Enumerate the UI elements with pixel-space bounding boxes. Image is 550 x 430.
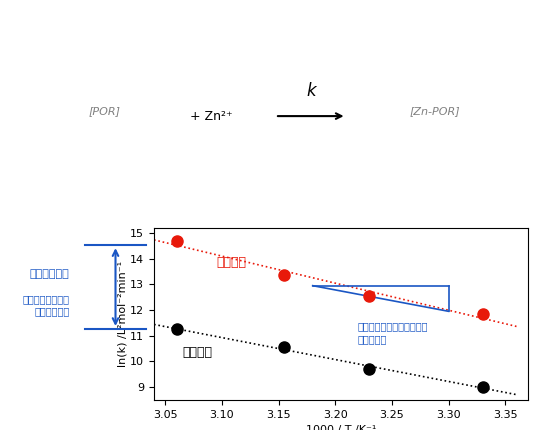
Text: 粘土あり: 粘土あり: [216, 256, 246, 270]
Text: [Zn-POR]: [Zn-POR]: [409, 107, 460, 117]
Text: 頻度因子の差: 頻度因子の差: [30, 269, 69, 279]
Text: 傍き（活性化エネルギー）
はほぼ同じ: 傍き（活性化エネルギー） はほぼ同じ: [358, 322, 428, 344]
Text: （対数表示なので
桁違いの差）: （対数表示なので 桁違いの差）: [23, 294, 69, 316]
Y-axis label: ln(k) /L²mol⁻²min⁻¹: ln(k) /L²mol⁻²min⁻¹: [117, 261, 128, 367]
Text: 粘土なし: 粘土なし: [183, 346, 212, 359]
Text: + Zn²⁺: + Zn²⁺: [190, 110, 233, 123]
Text: [POR]: [POR]: [89, 107, 120, 117]
X-axis label: 1000 / T /K⁻¹: 1000 / T /K⁻¹: [306, 425, 376, 430]
Text: k: k: [306, 82, 316, 100]
